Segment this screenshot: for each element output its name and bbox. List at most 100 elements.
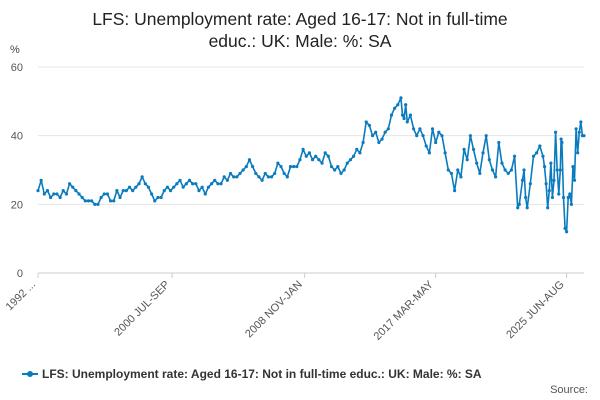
data-point [181,185,185,189]
data-point [150,192,154,196]
data-point [560,140,564,145]
gridlines [38,66,584,274]
data-point [408,113,413,117]
data-point [500,161,504,165]
data-point [345,161,349,165]
data-point [232,175,236,179]
series-line [37,97,584,233]
data-point [96,202,100,206]
data-point [251,164,255,169]
data-point [254,171,258,176]
data-point [393,106,397,110]
data-point [298,158,302,162]
data-point [49,195,53,200]
source-label: Source: [550,384,588,396]
data-point [541,154,545,158]
data-point [304,154,308,158]
data-point [565,230,569,234]
data-point [524,195,528,200]
data-point [566,195,570,200]
data-point [336,164,340,169]
data-point [462,147,466,151]
data-point [102,192,106,196]
data-point [399,96,403,100]
x-tick-label: 2008 NOV-JAN [243,279,305,341]
data-point [99,195,103,200]
data-point [525,206,529,210]
data-point [320,161,324,165]
data-point [503,168,507,172]
data-point [552,178,556,182]
data-point [405,120,409,124]
data-point [222,175,226,179]
data-point [153,199,157,203]
data-point [550,195,555,200]
data-point [386,127,390,131]
data-point [471,147,476,151]
data-point [187,178,192,182]
data-point [301,147,305,151]
data-point [134,185,138,189]
data-point [542,164,547,169]
y-axis-unit-label: % [10,44,20,56]
data-point [314,154,318,158]
data-point [276,161,280,165]
data-point [506,171,510,176]
data-point [279,164,283,169]
data-point [389,113,394,117]
data-point [329,164,334,169]
data-point [317,158,321,162]
data-point [307,151,312,155]
data-point [547,189,551,193]
data-point [200,185,204,189]
data-point [266,175,270,179]
data-point [424,144,428,148]
data-point [468,134,472,138]
data-point [244,164,248,169]
data-point [36,189,40,193]
data-point [577,130,581,134]
data-point [191,182,195,186]
data-point [90,199,94,203]
data-point [558,168,562,172]
chart-title-line-2: educ.: UK: Male: %: SA [208,31,392,51]
data-point [557,192,561,196]
data-point [310,158,315,162]
data-point [571,164,575,169]
data-point [400,113,405,117]
data-point [333,168,337,172]
data-point [559,137,563,141]
data-point [74,189,78,193]
data-point [61,189,65,193]
data-point [475,161,479,165]
data-point [146,185,151,189]
data-point [582,134,586,138]
data-point [225,178,229,182]
data-point [273,171,277,176]
data-point [364,120,368,124]
data-point [285,175,289,179]
data-point [235,175,239,179]
data-point [535,151,539,155]
data-point [569,202,573,206]
data-point [487,158,491,162]
data-point [402,116,406,121]
data-point [127,185,132,189]
data-point [531,154,536,158]
data-point [544,182,548,186]
data-point [295,164,299,169]
data-point [162,189,166,193]
data-point [156,195,160,200]
data-point [383,130,387,134]
data-point [546,206,550,210]
data-point [197,189,201,193]
y-tick-label: 20 [11,199,23,211]
data-point [241,168,245,172]
data-point [247,158,252,162]
data-point [370,134,375,138]
x-tick-label: 1992 ... [4,279,38,313]
data-point [374,130,378,134]
data-point [143,182,147,186]
data-point [140,175,144,179]
data-point [404,103,408,107]
